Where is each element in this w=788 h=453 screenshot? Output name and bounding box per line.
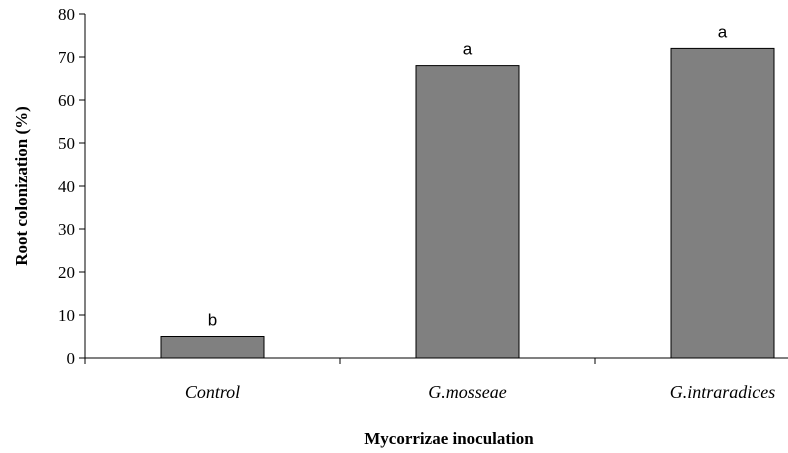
y-tick-label: 70 — [58, 48, 75, 67]
bar-significance-label: b — [208, 311, 217, 330]
bar-significance-label: a — [718, 22, 728, 41]
y-tick-label: 10 — [58, 306, 75, 325]
bars: b a a — [160, 22, 775, 359]
y-tick-label: 50 — [58, 134, 75, 153]
x-category-label: G.mosseae — [428, 382, 507, 402]
y-tick-label: 20 — [58, 263, 75, 282]
y-tick-label: 30 — [58, 220, 75, 239]
y-axis-title: Root colonization (%) — [12, 106, 31, 266]
bar-g-intraradices — [670, 47, 775, 359]
bar-g-mosseae — [415, 65, 520, 359]
x-axis: Control G.mosseae G.intraradices — [84, 358, 776, 402]
bar-significance-label: a — [463, 40, 473, 59]
y-tick-label: 80 — [58, 5, 75, 24]
x-axis-title: Mycorrizae inoculation — [364, 429, 534, 448]
y-axis-ticks: 0 10 20 30 40 50 60 70 80 — [58, 5, 85, 368]
bar-control — [160, 336, 265, 359]
y-tick-label: 60 — [58, 91, 75, 110]
x-category-label: G.intraradices — [670, 382, 776, 402]
y-tick-label: 40 — [58, 177, 75, 196]
y-tick-label: 0 — [67, 349, 76, 368]
x-category-label: Control — [185, 382, 240, 402]
